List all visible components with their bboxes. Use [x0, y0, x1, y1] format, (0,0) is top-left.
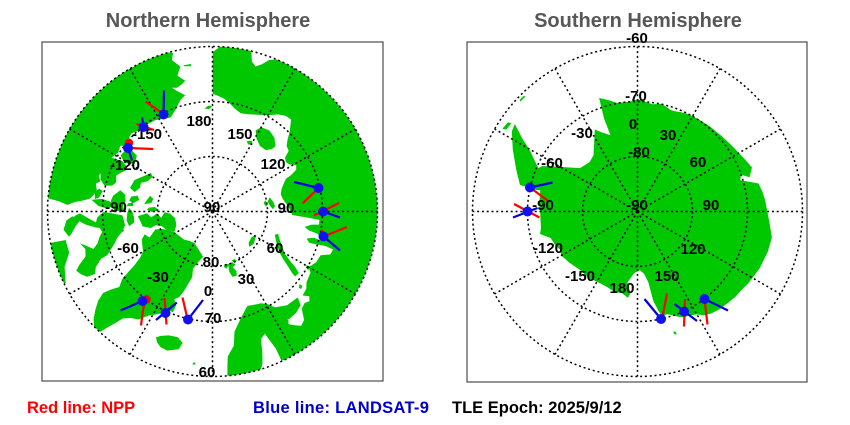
svg-text:-60: -60 [117, 240, 139, 257]
svg-text:-90: -90 [532, 197, 554, 214]
svg-text:-70: -70 [625, 88, 647, 105]
svg-text:-150: -150 [565, 268, 595, 285]
svg-text:TLE Epoch: 2025/9/12: TLE Epoch: 2025/9/12 [452, 399, 622, 417]
svg-text:150: 150 [654, 268, 679, 285]
svg-text:-80: -80 [628, 144, 650, 161]
svg-text:120: 120 [260, 156, 285, 173]
svg-text:-60: -60 [626, 30, 648, 47]
svg-text:90: 90 [204, 199, 221, 216]
svg-text:0: 0 [204, 283, 212, 300]
svg-text:Red line: NPP: Red line: NPP [27, 399, 135, 417]
svg-text:-90: -90 [626, 197, 648, 214]
svg-text:-90: -90 [105, 199, 127, 216]
svg-text:120: 120 [680, 241, 705, 258]
svg-text:Northern Hemisphere: Northern Hemisphere [106, 10, 311, 32]
svg-text:180: 180 [609, 280, 634, 297]
svg-text:-120: -120 [110, 157, 140, 174]
svg-text:150: 150 [227, 126, 252, 143]
svg-text:70: 70 [205, 310, 222, 327]
svg-text:180: 180 [186, 113, 211, 130]
svg-text:30: 30 [660, 127, 677, 144]
svg-text:60: 60 [267, 240, 284, 257]
svg-text:80: 80 [203, 254, 220, 271]
svg-text:90: 90 [703, 197, 720, 214]
svg-text:60: 60 [690, 154, 707, 171]
svg-text:-30: -30 [571, 125, 593, 142]
svg-text:0: 0 [629, 116, 637, 133]
svg-text:-150: -150 [132, 126, 162, 143]
svg-text:30: 30 [238, 271, 255, 288]
svg-text:-30: -30 [147, 269, 169, 286]
svg-text:60: 60 [199, 364, 216, 381]
svg-text:-60: -60 [541, 155, 563, 172]
svg-text:90: 90 [278, 200, 295, 217]
svg-text:Blue line: LANDSAT-9: Blue line: LANDSAT-9 [253, 399, 429, 417]
svg-text:Southern Hemisphere: Southern Hemisphere [534, 10, 742, 32]
svg-text:-120: -120 [533, 240, 563, 257]
